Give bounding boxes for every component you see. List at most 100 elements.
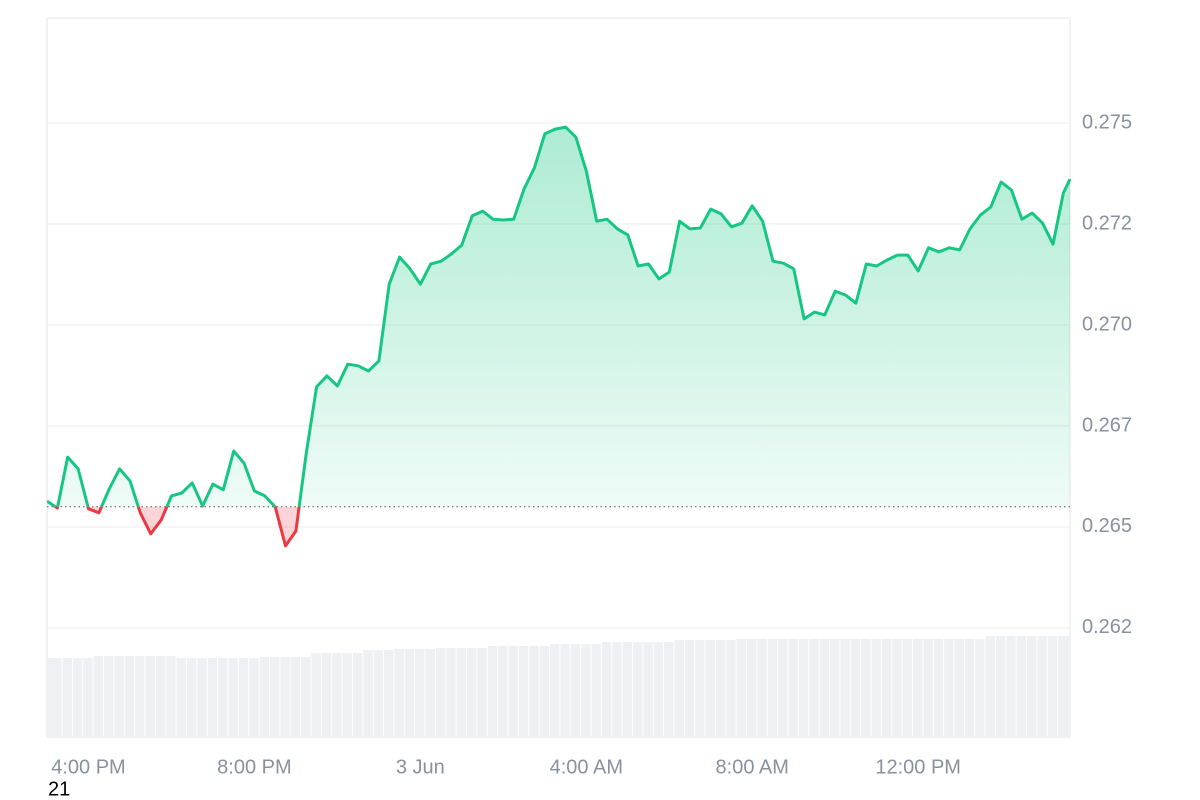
volume-bar <box>280 657 290 737</box>
volume-bar <box>373 650 384 737</box>
volume-bar <box>892 639 902 737</box>
volume-bar <box>176 658 187 737</box>
volume-bar <box>135 656 145 737</box>
volume-bar <box>861 639 871 737</box>
volume-bar <box>259 657 269 737</box>
volume-bar <box>321 653 332 737</box>
volume-bar <box>62 658 72 737</box>
volume-bar <box>653 642 664 737</box>
volume-bar <box>736 639 747 737</box>
volume-bar <box>715 640 726 737</box>
x-tick-label: 12:00 PM <box>875 756 961 778</box>
volume-bar <box>83 658 93 737</box>
volume-bar <box>985 636 995 737</box>
volume-bar <box>612 642 622 737</box>
x-tick-label: 4:00 AM <box>550 756 623 778</box>
volume-bar <box>809 639 819 737</box>
volume-bar <box>705 640 715 737</box>
volume-bar <box>1006 636 1016 737</box>
x-tick-label: 3 Jun <box>396 756 445 778</box>
volume-bar <box>549 644 560 737</box>
volume-bar <box>290 657 301 737</box>
volume-bar <box>207 658 218 737</box>
volume-bar <box>477 648 487 737</box>
volume-bar <box>238 658 249 737</box>
x-tick-label: 4:00 PM <box>51 756 125 778</box>
volume-bar <box>830 639 840 737</box>
volume-bar <box>498 646 508 737</box>
annotation: 21 <box>48 778 70 800</box>
volume-bar <box>591 644 601 737</box>
price-line-up <box>47 125 1072 507</box>
volume-bar <box>923 639 933 737</box>
volume-bar <box>456 648 467 737</box>
volume-bar <box>425 649 435 737</box>
x-tick-label: 8:00 PM <box>217 756 291 778</box>
volume-bar <box>394 649 404 737</box>
volume-bar <box>1027 636 1037 737</box>
y-tick-label: 0.265 <box>1082 515 1132 537</box>
volume-bar <box>114 656 124 737</box>
volume-bar <box>218 658 228 737</box>
volume-bar <box>819 639 830 737</box>
volume-bar <box>124 656 135 737</box>
y-tick-label: 0.267 <box>1082 414 1132 436</box>
volume-bar <box>145 656 155 737</box>
volume-bar <box>197 658 207 737</box>
volume-bar <box>269 657 280 737</box>
volume-bar <box>352 653 363 737</box>
volume-bar <box>404 649 415 737</box>
volume-bar <box>52 658 62 737</box>
volume-bar <box>902 639 912 737</box>
volume-bar <box>332 653 342 737</box>
volume-bar <box>1064 636 1070 737</box>
volume-bar <box>363 650 373 737</box>
volume-bar <box>757 639 767 737</box>
volume-bar <box>975 639 985 737</box>
volume-bar <box>747 639 757 737</box>
volume-bar <box>840 639 850 737</box>
volume-bar <box>301 657 311 737</box>
volume-bar <box>944 639 954 737</box>
volume-bar <box>560 644 570 737</box>
y-tick-label: 0.270 <box>1082 313 1132 335</box>
area-up <box>47 127 1070 507</box>
volume-bar <box>155 656 166 737</box>
volume-bar <box>912 639 923 737</box>
volume-bar <box>93 656 104 737</box>
volume-bar <box>228 658 238 737</box>
volume-bar <box>788 639 798 737</box>
y-tick-label: 0.272 <box>1082 212 1132 234</box>
volume-bar <box>726 640 736 737</box>
volume-bar <box>249 658 259 737</box>
volume-bar <box>166 656 176 737</box>
volume-bar <box>1058 636 1068 737</box>
volume-bar <box>446 648 456 737</box>
volume-bar <box>187 658 197 737</box>
volume-bar <box>850 639 861 737</box>
volume-bar <box>72 658 83 737</box>
volume-bar <box>798 639 809 737</box>
y-tick-label: 0.262 <box>1082 616 1132 638</box>
volume-bar <box>570 644 581 737</box>
volume-bar <box>995 636 1006 737</box>
volume-bar <box>954 639 964 737</box>
volume-bar <box>384 650 394 737</box>
volume-bar <box>674 640 684 737</box>
volume-bar <box>871 639 881 737</box>
volume-bar <box>622 642 632 737</box>
volume-bar <box>964 639 975 737</box>
volume-bar <box>1016 636 1027 737</box>
volume-bar <box>778 639 788 737</box>
volume-bar <box>508 646 518 737</box>
volume-bar <box>695 640 705 737</box>
volume-bar <box>518 646 529 737</box>
x-tick-label: 8:00 AM <box>716 756 789 778</box>
volume-bar <box>881 639 892 737</box>
volume-bar <box>767 639 778 737</box>
volume-bar <box>47 658 57 737</box>
volume-bar <box>684 640 695 737</box>
volume-bar <box>581 644 591 737</box>
